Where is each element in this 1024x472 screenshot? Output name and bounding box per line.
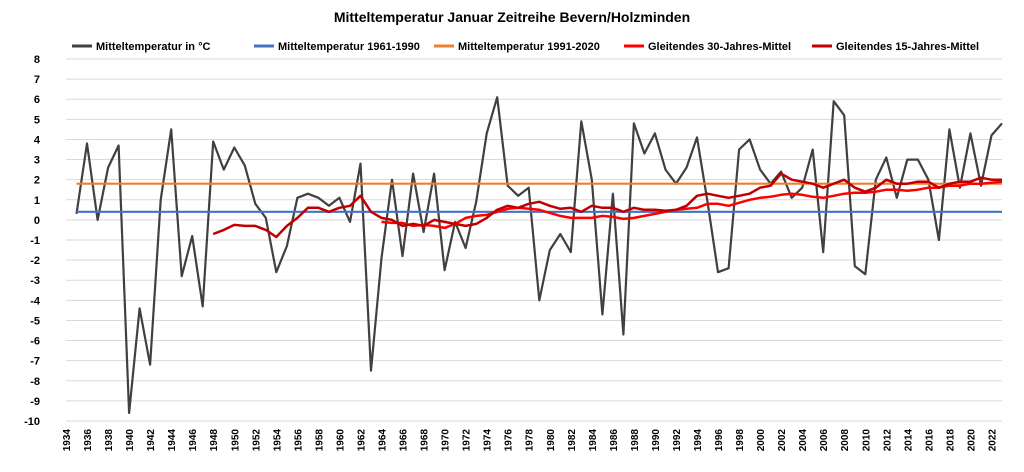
x-tick-label: 1984 [588,429,599,452]
y-tick-label: -1 [30,235,40,247]
x-tick-label: 2014 [903,429,914,452]
legend-label-4: Gleitendes 30-Jahres-Mittel [648,41,791,53]
x-tick-label: 2008 [840,429,851,452]
y-tick-label: 3 [34,155,40,167]
x-tick-label: 1948 [209,429,220,452]
x-tick-label: 1980 [546,429,557,452]
series-line-4 [381,180,1003,230]
y-tick-label: -8 [30,376,40,388]
x-tick-label: 2002 [777,429,788,452]
series-group [75,96,1003,415]
x-tick-label: 1992 [672,429,683,452]
y-tick-label: -10 [24,416,40,428]
x-tick-label: 1970 [441,429,452,452]
legend: Mitteltemperatur in °C Mitteltemperatur 1… [72,41,979,53]
x-tick-label: 1982 [567,429,578,452]
x-axis-ticks: 1934 1936 1938 1940 1942 1944 1946 1948 1950 1952… [62,429,998,452]
legend-label-3: Mitteltemperatur 1991-2020 [458,41,600,53]
y-tick-label: 6 [34,94,40,106]
x-tick-label: 1996 [714,429,725,452]
x-tick-label: 1972 [462,429,473,452]
x-tick-label: 1944 [167,429,178,452]
x-tick-label: 1940 [125,429,136,452]
x-tick-label: 2004 [798,429,809,452]
x-tick-label: 1934 [62,429,73,452]
y-tick-label: 4 [34,134,41,146]
x-tick-label: 1978 [525,429,536,452]
legend-label-2: Mitteltemperatur 1961-1990 [278,41,420,53]
x-tick-label: 2006 [819,429,830,452]
y-tick-label: 1 [34,195,40,207]
y-tick-label: -3 [30,275,40,287]
y-tick-label: -2 [30,255,40,267]
series-line-1 [75,96,1003,415]
x-tick-label: 1962 [356,429,367,452]
x-tick-label: 1960 [335,429,346,452]
x-tick-label: 1942 [146,429,157,452]
x-tick-label: 2000 [756,429,767,452]
y-axis-ticks: 8 7 6 5 4 3 2 1 0 -1 -2 -3 -4 -5 -6 -7 -8 -9 -10 [24,54,41,428]
chart-title: Mitteltemperatur Januar Zeitreihe Bevern… [334,9,690,25]
x-tick-label: 2020 [966,429,977,452]
x-tick-label: 1938 [104,429,115,452]
x-tick-label: 1988 [630,429,641,452]
grid [66,58,1002,422]
legend-label-5: Gleitendes 15-Jahres-Mittel [836,41,979,53]
legend-label-1: Mitteltemperatur in °C [96,41,210,53]
x-tick-label: 1950 [230,429,241,452]
y-tick-label: -7 [30,356,40,368]
y-tick-label: 2 [34,175,40,187]
y-tick-label: 7 [34,74,40,86]
y-tick-label: -6 [30,336,40,348]
x-tick-label: 2010 [861,429,872,452]
y-tick-label: -4 [30,295,41,307]
x-tick-label: 1974 [483,429,494,452]
series-line-5 [212,172,1002,239]
x-tick-label: 2016 [924,429,935,452]
x-tick-label: 1998 [735,429,746,452]
y-tick-label: 0 [34,215,40,227]
x-tick-label: 1986 [609,429,620,452]
x-tick-label: 1968 [420,429,431,452]
x-tick-label: 1952 [251,429,262,452]
x-tick-label: 2022 [987,429,998,452]
x-tick-label: 2018 [945,429,956,452]
y-tick-label: 8 [34,54,40,66]
x-tick-label: 1976 [504,429,515,452]
y-tick-label: -5 [30,315,40,327]
y-tick-label: -9 [30,396,40,408]
x-tick-label: 1964 [378,429,389,452]
x-tick-label: 2012 [882,429,893,452]
x-tick-label: 1990 [651,429,662,452]
x-tick-label: 1958 [314,429,325,452]
x-tick-label: 1994 [693,429,704,452]
x-tick-label: 1946 [188,429,199,452]
x-tick-label: 1956 [293,429,304,452]
x-tick-label: 1954 [272,429,283,452]
x-tick-label: 1936 [83,429,94,452]
y-tick-label: 5 [34,114,40,126]
x-tick-label: 1966 [399,429,410,452]
